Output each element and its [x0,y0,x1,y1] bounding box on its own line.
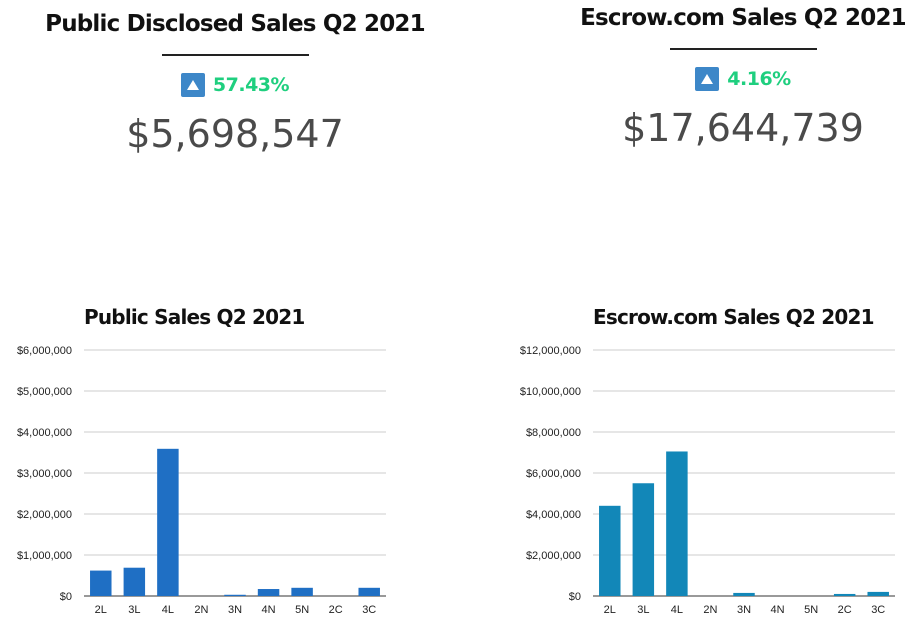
public-x-tick-label: 5N [295,604,309,616]
escrow-x-tick-label: 3L [637,604,649,616]
escrow-x-tick-label: 3N [737,604,751,616]
escrow-x-tick-label: 3C [871,604,885,616]
kpi-title: Public Disclosed Sales Q2 2021 [45,11,426,37]
kpi-divider [669,48,817,50]
escrow-bar [833,593,856,596]
public-y-tick-label: $5,000,000 [17,386,72,398]
escrow-y-tick-label: $2,000,000 [526,550,581,562]
escrow-x-tick-label: 4L [671,604,683,616]
escrow-y-tick-label: $10,000,000 [520,386,581,398]
escrow-bar [632,483,655,596]
public-y-tick-label: $6,000,000 [17,345,72,357]
public-bar [257,589,280,596]
escrow-x-tick-label: 2C [838,604,852,616]
kpi-change: 57.43% [40,72,430,98]
escrow-y-tick-label: $8,000,000 [526,427,581,439]
triangle-up-icon [180,73,205,97]
public-x-tick-label: 3L [128,604,140,616]
escrow-x-tick-label: 2N [703,604,717,616]
public-x-tick-label: 3C [362,604,376,616]
escrow-y-tick-label: $4,000,000 [526,509,581,521]
kpi-change-value: 4.16% [727,68,791,90]
escrow-y-tick-label: $12,000,000 [520,345,581,357]
kpi-divider [161,54,309,56]
public-x-tick-label: 2L [95,604,107,616]
escrow-y-tick-label: $0 [569,591,581,603]
escrow-x-tick-label: 4N [771,604,785,616]
public-y-tick-label: $2,000,000 [17,509,72,521]
kpi-title: Escrow.com Sales Q2 2021 [580,5,905,31]
public-bar [123,567,146,596]
public-bar [291,587,313,596]
public-bar [90,570,112,596]
escrow-bar [867,591,889,596]
escrow-y-tick-label: $6,000,000 [526,468,581,480]
kpi-public: Public Disclosed Sales Q2 2021 57.43% $5… [40,6,430,156]
kpi-value: $5,698,547 [126,112,344,156]
public-x-tick-label: 2N [194,604,208,616]
chart-title-escrow: Escrow.com Sales Q2 2021 [593,305,875,329]
kpi-escrow: Escrow.com Sales Q2 2021 4.16% $17,644,7… [548,0,905,150]
public-x-tick-label: 4L [162,604,174,616]
public-bar [157,448,179,596]
escrow-bar [666,451,688,596]
kpi-value: $17,644,739 [622,106,864,150]
triangle-up-icon [695,67,720,91]
escrow-x-tick-label: 2L [604,604,616,616]
public-y-tick-label: $4,000,000 [17,427,72,439]
escrow-bar [733,592,755,596]
public-y-tick-label: $1,000,000 [17,550,72,562]
public-y-tick-label: $3,000,000 [17,468,72,480]
escrow-x-tick-label: 5N [804,604,818,616]
public-x-tick-label: 4N [262,604,276,616]
public-x-tick-label: 3N [228,604,242,616]
escrow-bar [599,505,621,596]
chart-title-public: Public Sales Q2 2021 [84,305,305,329]
public-y-tick-label: $0 [60,591,72,603]
public-x-tick-label: 2C [329,604,343,616]
kpi-change: 4.16% [548,66,905,92]
kpi-change-value: 57.43% [212,74,290,96]
public-bar [224,594,246,596]
public-bar [358,587,380,596]
